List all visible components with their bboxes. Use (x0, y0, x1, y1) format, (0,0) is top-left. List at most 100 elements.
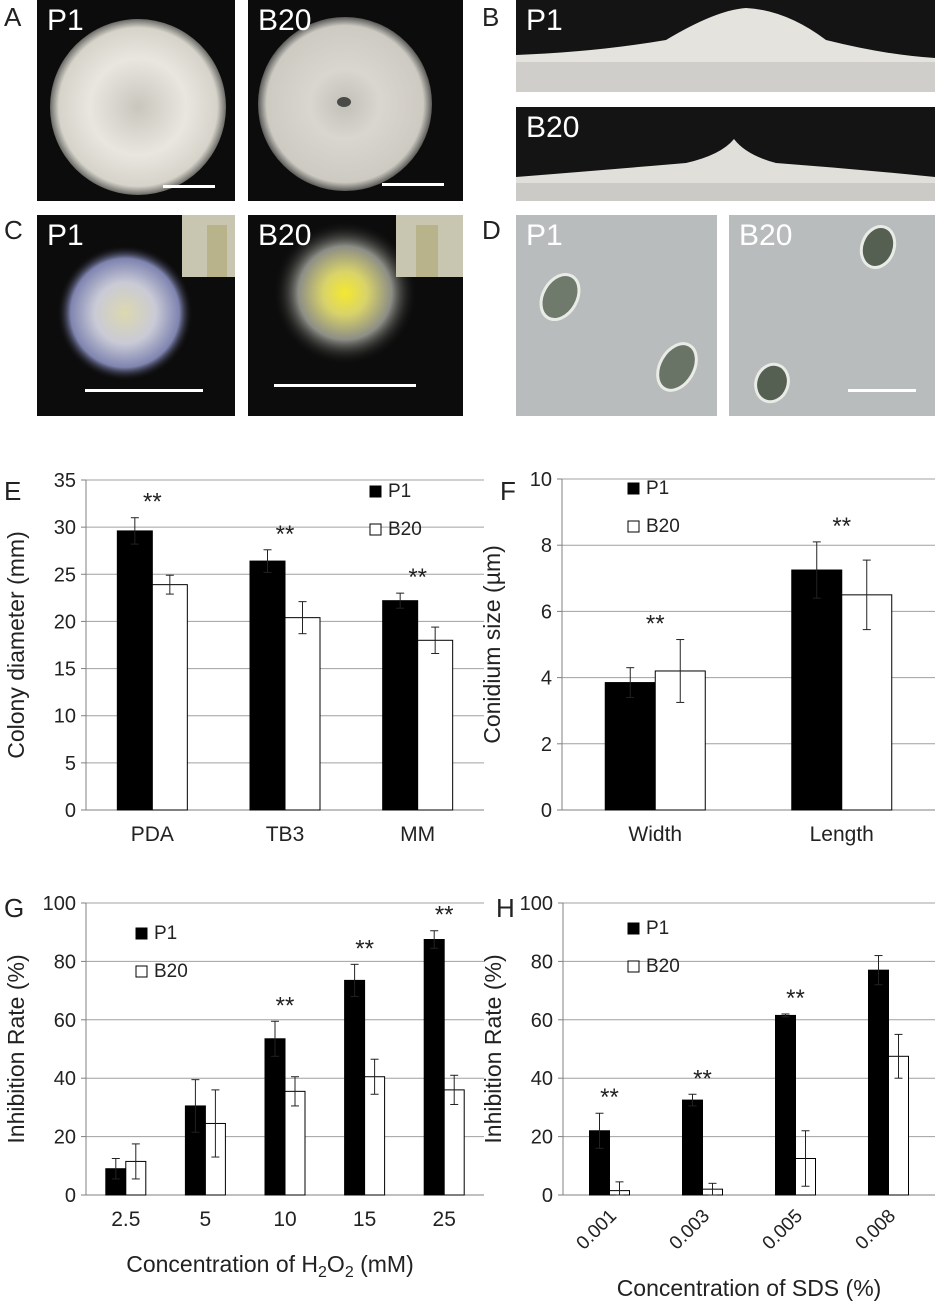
y-tick-label: 8 (541, 535, 552, 557)
y-tick-label: 20 (54, 1127, 76, 1149)
profile-photo-p1: P1 (516, 0, 935, 92)
x-tick-label: 2.5 (111, 1208, 140, 1231)
legend-label-b20: B20 (646, 956, 680, 977)
y-tick-label: 30 (54, 517, 76, 539)
panel-c-label-b20: B20 (258, 219, 312, 252)
bar-b20 (284, 617, 321, 811)
y-tick-label: 100 (43, 893, 76, 915)
legend-label-p1: P1 (154, 923, 177, 944)
bar-b20 (417, 639, 454, 811)
profile-photo-b20: B20 (516, 107, 935, 201)
x-tick-label: Width (628, 823, 682, 846)
scale-bar (382, 183, 444, 186)
x-axis-label: Concentration of SDS (%) (617, 1275, 882, 1301)
panel-letter-f: F (500, 476, 516, 506)
mycelium-image-b20 (273, 215, 463, 365)
conidia-image-b20 (754, 225, 897, 404)
colony-photo-p1: P1 (37, 0, 235, 201)
y-tick-label: 40 (531, 1068, 553, 1090)
legend-label-p1: P1 (388, 481, 411, 502)
significance-marker: ** (355, 935, 374, 962)
x-tick-label: 0.003 (666, 1206, 714, 1254)
x-tick-label: 25 (433, 1208, 456, 1231)
panel-b-label-b20: B20 (526, 111, 580, 144)
x-tick-label: 0.008 (852, 1206, 900, 1254)
bar-p1 (791, 569, 843, 811)
panel-letter-a: A (4, 2, 22, 32)
significance-marker: ** (276, 992, 295, 1019)
y-tick-label: 0 (542, 1185, 553, 1207)
legend-swatch-b20 (369, 523, 382, 536)
y-tick-label: 20 (531, 1127, 553, 1149)
significance-marker: ** (786, 985, 805, 1012)
y-axis-label: Inhibition Rate (%) (3, 954, 29, 1143)
mycelium-photo-p1: P1 (37, 215, 235, 416)
panel-letter-h: H (496, 893, 515, 923)
scale-bar (848, 389, 916, 392)
colony-profile-image-b20 (516, 139, 935, 201)
scale-bar (274, 384, 416, 387)
y-tick-label: 4 (541, 668, 552, 690)
x-tick-label: 10 (273, 1208, 296, 1231)
y-tick-label: 6 (541, 601, 552, 623)
bar-p1 (116, 530, 153, 811)
panel-a-label-p1: P1 (47, 4, 84, 37)
bar-b20 (841, 594, 893, 811)
y-tick-label: 100 (520, 893, 553, 915)
y-tick-label: 35 (54, 470, 76, 492)
bar-p1 (382, 600, 419, 811)
panel-d-label-b20: B20 (739, 219, 793, 252)
bar-b20 (151, 584, 188, 811)
y-tick-label: 15 (54, 659, 76, 681)
legend-swatch-b20 (627, 520, 640, 533)
conidia-image-p1 (539, 273, 698, 392)
scale-bar (163, 185, 215, 188)
colony-photo-b20: B20 (248, 0, 463, 201)
x-tick-label: 0.001 (573, 1206, 621, 1254)
panel-a-label-b20: B20 (258, 4, 312, 37)
bar-p1 (249, 560, 286, 811)
panel-letter-g: G (4, 893, 24, 923)
bar-p1 (682, 1099, 703, 1196)
x-tick-label: MM (400, 823, 435, 846)
legend-swatch-b20 (135, 965, 148, 978)
bar-p1 (344, 979, 366, 1196)
colony-image-b20 (258, 17, 432, 191)
y-tick-label: 5 (65, 753, 76, 775)
y-axis-label: Colony diameter (mm) (3, 531, 29, 759)
x-tick-label: 5 (200, 1208, 212, 1231)
x-tick-label: Length (810, 823, 874, 846)
x-tick-label: 15 (353, 1208, 376, 1231)
colony-profile-image-p1 (516, 8, 935, 92)
significance-marker: ** (693, 1065, 712, 1092)
y-axis-label: Inhibition Rate (%) (480, 954, 506, 1143)
bar-p1 (868, 969, 889, 1196)
legend-swatch-p1 (627, 922, 640, 935)
y-tick-label: 10 (54, 706, 76, 728)
legend-label-b20: B20 (154, 961, 188, 982)
legend-swatch-b20 (627, 960, 640, 973)
panel-b-label-p1: P1 (526, 4, 563, 37)
significance-marker: ** (276, 521, 295, 548)
legend-swatch-p1 (627, 482, 640, 495)
panel-letter-e: E (4, 476, 21, 506)
x-tick-label: PDA (131, 823, 174, 846)
legend-swatch-p1 (369, 485, 382, 498)
y-tick-label: 0 (65, 800, 76, 822)
significance-marker: ** (143, 489, 162, 516)
y-tick-label: 0 (541, 800, 552, 822)
panel-letter-b: B (482, 2, 500, 32)
panel-d-label-p1: P1 (526, 219, 563, 252)
panel-letter-c: C (4, 215, 23, 245)
x-axis-label: Concentration of H2O2 (mM) (126, 1251, 414, 1281)
y-tick-label: 80 (531, 951, 553, 973)
y-tick-label: 80 (54, 951, 76, 973)
legend-label-p1: P1 (646, 918, 669, 939)
y-tick-label: 0 (65, 1185, 76, 1207)
bar-p1 (264, 1038, 286, 1196)
conidia-photo-b20: B20 (729, 215, 935, 416)
bar-b20 (284, 1090, 306, 1196)
y-tick-label: 20 (54, 611, 76, 633)
colony-image-p1 (50, 19, 226, 195)
